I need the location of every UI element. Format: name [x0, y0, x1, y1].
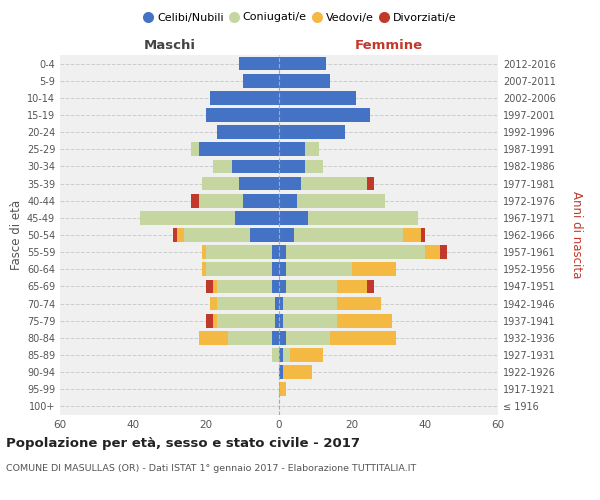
Bar — [217, 314, 275, 328]
Bar — [272, 331, 279, 344]
Bar — [337, 314, 392, 328]
Bar — [293, 228, 403, 242]
Bar — [286, 246, 425, 259]
Bar — [425, 246, 440, 259]
Bar — [367, 176, 374, 190]
Bar — [421, 228, 425, 242]
Bar — [279, 366, 283, 379]
Bar — [279, 194, 297, 207]
Bar — [209, 296, 217, 310]
Bar — [279, 262, 286, 276]
Bar — [279, 108, 370, 122]
Bar — [199, 142, 279, 156]
Y-axis label: Fasce di età: Fasce di età — [10, 200, 23, 270]
Bar — [279, 176, 301, 190]
Bar — [279, 142, 305, 156]
Bar — [279, 160, 305, 173]
Bar — [286, 280, 337, 293]
Bar — [279, 91, 356, 104]
Bar — [199, 194, 242, 207]
Bar — [279, 296, 283, 310]
Bar — [242, 194, 279, 207]
Bar — [305, 160, 323, 173]
Bar — [202, 176, 239, 190]
Bar — [214, 314, 217, 328]
Legend: Celibi/Nubili, Coniugati/e, Vedovi/e, Divorziati/e: Celibi/Nubili, Coniugati/e, Vedovi/e, Di… — [139, 8, 461, 27]
Bar — [279, 314, 283, 328]
Bar — [440, 246, 447, 259]
Bar — [330, 331, 396, 344]
Bar — [191, 142, 199, 156]
Bar — [217, 280, 272, 293]
Bar — [352, 262, 396, 276]
Bar — [217, 126, 279, 139]
Bar — [283, 348, 290, 362]
Bar — [283, 314, 337, 328]
Bar — [279, 228, 293, 242]
Bar — [279, 280, 286, 293]
Bar — [202, 246, 206, 259]
Bar — [297, 194, 385, 207]
Bar — [206, 108, 279, 122]
Bar — [228, 331, 272, 344]
Text: Popolazione per età, sesso e stato civile - 2017: Popolazione per età, sesso e stato civil… — [6, 438, 360, 450]
Bar — [367, 280, 374, 293]
Text: COMUNE DI MASULLAS (OR) - Dati ISTAT 1° gennaio 2017 - Elaborazione TUTTITALIA.I: COMUNE DI MASULLAS (OR) - Dati ISTAT 1° … — [6, 464, 416, 473]
Bar — [202, 262, 206, 276]
Bar — [337, 296, 381, 310]
Bar — [206, 246, 272, 259]
Bar — [337, 280, 367, 293]
Bar — [214, 280, 217, 293]
Bar — [206, 314, 214, 328]
Bar — [140, 211, 235, 224]
Bar — [279, 74, 330, 88]
Bar — [272, 262, 279, 276]
Bar — [275, 314, 279, 328]
Bar — [177, 228, 184, 242]
Bar — [286, 331, 330, 344]
Bar — [199, 331, 228, 344]
Bar — [279, 211, 308, 224]
Bar — [290, 348, 323, 362]
Bar — [279, 246, 286, 259]
Text: Maschi: Maschi — [143, 38, 196, 52]
Bar — [235, 211, 279, 224]
Bar — [279, 126, 344, 139]
Bar — [272, 246, 279, 259]
Bar — [232, 160, 279, 173]
Bar — [206, 280, 214, 293]
Bar — [286, 262, 352, 276]
Bar — [279, 331, 286, 344]
Bar — [206, 262, 272, 276]
Bar — [214, 160, 232, 173]
Bar — [305, 142, 319, 156]
Bar — [283, 296, 337, 310]
Bar — [308, 211, 418, 224]
Bar — [239, 56, 279, 70]
Bar — [173, 228, 177, 242]
Bar — [209, 91, 279, 104]
Bar — [191, 194, 199, 207]
Bar — [283, 366, 312, 379]
Bar — [403, 228, 421, 242]
Bar — [239, 176, 279, 190]
Bar — [272, 348, 279, 362]
Text: Femmine: Femmine — [355, 38, 422, 52]
Bar — [301, 176, 367, 190]
Y-axis label: Anni di nascita: Anni di nascita — [569, 192, 583, 278]
Bar — [279, 56, 326, 70]
Bar — [279, 382, 286, 396]
Bar — [272, 280, 279, 293]
Bar — [279, 348, 283, 362]
Bar — [250, 228, 279, 242]
Bar — [275, 296, 279, 310]
Bar — [184, 228, 250, 242]
Bar — [242, 74, 279, 88]
Bar — [217, 296, 275, 310]
